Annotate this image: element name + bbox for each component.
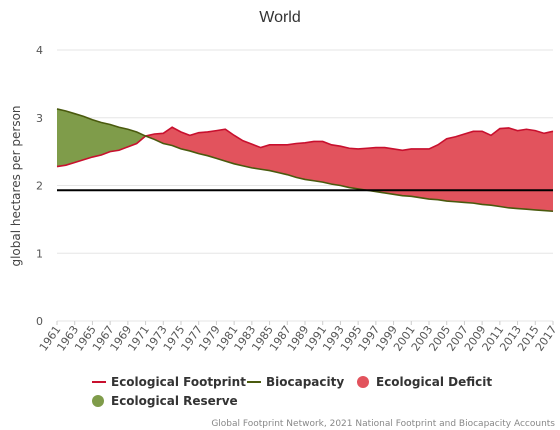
ecological-deficit-area <box>145 127 554 212</box>
legend-label-ecological-footprint: Ecological Footprint <box>111 375 246 389</box>
grid-lines <box>57 49 553 322</box>
biocapacity-line <box>56 108 554 213</box>
y-axis-label: global hectares per person <box>9 105 23 266</box>
legend-swatch-ecological-reserve <box>92 395 104 407</box>
credit-text: Global Footprint Network, 2021 National … <box>211 419 555 429</box>
y-tick-label: 4 <box>36 44 43 57</box>
legend-label-ecological-deficit: Ecological Deficit <box>376 375 492 389</box>
y-tick-label: 3 <box>36 112 43 125</box>
ecological-reserve-area <box>57 108 146 167</box>
legend-swatch-ecological-deficit <box>357 376 369 388</box>
ecological-footprint-line <box>56 126 554 168</box>
y-tick-labels: 0 1 2 3 4 <box>36 44 43 328</box>
y-tick-label: 1 <box>36 247 43 260</box>
y-tick-label: 2 <box>36 180 43 193</box>
y-tick-label: 0 <box>36 315 43 328</box>
series-lines <box>56 108 554 213</box>
legend-label-ecological-reserve: Ecological Reserve <box>111 394 238 408</box>
legend-label-biocapacity: Biocapacity <box>266 375 344 389</box>
chart-title: World <box>259 9 301 26</box>
x-tick-labels: 1961196319651967196919711973197519771979… <box>37 321 559 354</box>
area-fills <box>57 108 554 212</box>
legend: Ecological Footprint Biocapacity Ecologica… <box>92 375 492 408</box>
